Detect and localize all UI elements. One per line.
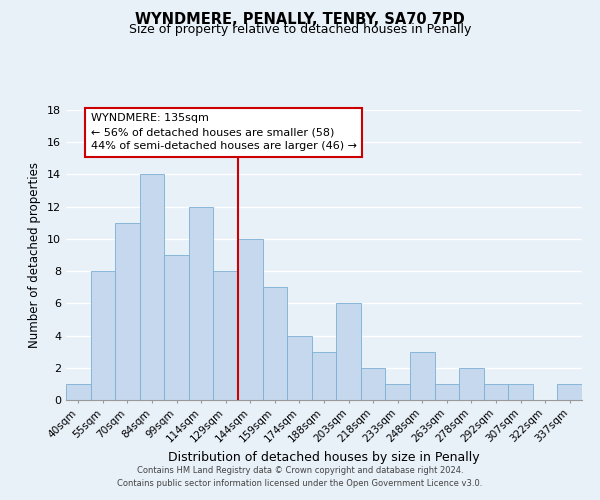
Bar	[140, 174, 164, 400]
Bar	[91, 271, 115, 400]
Bar	[115, 223, 140, 400]
Text: Contains HM Land Registry data © Crown copyright and database right 2024.
Contai: Contains HM Land Registry data © Crown c…	[118, 466, 482, 487]
Bar	[410, 352, 434, 400]
Text: Size of property relative to detached houses in Penally: Size of property relative to detached ho…	[129, 22, 471, 36]
Bar	[557, 384, 582, 400]
X-axis label: Distribution of detached houses by size in Penally: Distribution of detached houses by size …	[168, 452, 480, 464]
Bar	[312, 352, 336, 400]
Bar	[263, 287, 287, 400]
Bar	[361, 368, 385, 400]
Bar	[66, 384, 91, 400]
Bar	[287, 336, 312, 400]
Bar	[484, 384, 508, 400]
Bar	[214, 271, 238, 400]
Bar	[238, 239, 263, 400]
Bar	[189, 206, 214, 400]
Bar	[336, 304, 361, 400]
Y-axis label: Number of detached properties: Number of detached properties	[28, 162, 41, 348]
Bar	[164, 255, 189, 400]
Bar	[459, 368, 484, 400]
Bar	[434, 384, 459, 400]
Text: WYNDMERE: 135sqm
← 56% of detached houses are smaller (58)
44% of semi-detached : WYNDMERE: 135sqm ← 56% of detached house…	[91, 113, 356, 151]
Bar	[508, 384, 533, 400]
Text: WYNDMERE, PENALLY, TENBY, SA70 7PD: WYNDMERE, PENALLY, TENBY, SA70 7PD	[135, 12, 465, 28]
Bar	[385, 384, 410, 400]
